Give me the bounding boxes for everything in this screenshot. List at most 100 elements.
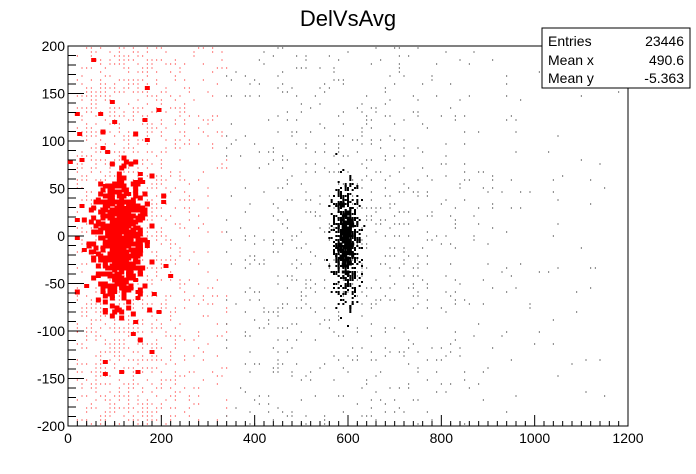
black-cell bbox=[351, 301, 354, 303]
black-dot bbox=[422, 123, 424, 125]
red-dot bbox=[114, 83, 116, 85]
red-dot bbox=[86, 127, 88, 129]
black-cell bbox=[333, 273, 335, 275]
black-dot bbox=[576, 291, 578, 293]
red-dot bbox=[81, 83, 83, 85]
red-dot bbox=[202, 359, 204, 361]
black-dot bbox=[417, 219, 419, 221]
black-dot bbox=[338, 59, 340, 61]
red-dot bbox=[142, 163, 144, 165]
red-dot bbox=[170, 71, 172, 73]
black-dot bbox=[384, 91, 386, 93]
red-cell bbox=[112, 259, 118, 265]
black-cell bbox=[348, 226, 352, 230]
red-cell bbox=[133, 265, 139, 271]
red-dot bbox=[81, 179, 83, 181]
black-cell bbox=[344, 220, 348, 224]
red-dot bbox=[146, 303, 148, 305]
black-dot bbox=[319, 195, 321, 197]
red-dot bbox=[174, 391, 176, 393]
black-dot bbox=[375, 171, 377, 173]
black-dot bbox=[445, 155, 447, 157]
black-dot bbox=[389, 387, 391, 389]
red-cell bbox=[98, 227, 104, 233]
red-dot bbox=[76, 399, 78, 401]
black-dot bbox=[370, 143, 372, 145]
black-dot bbox=[464, 163, 466, 165]
black-dot bbox=[258, 403, 260, 405]
red-cell bbox=[135, 231, 141, 237]
red-dot bbox=[179, 391, 181, 393]
red-cell bbox=[133, 193, 139, 199]
red-dot bbox=[86, 395, 88, 397]
red-cell bbox=[102, 199, 108, 205]
black-dot bbox=[454, 303, 456, 305]
red-dot bbox=[174, 223, 176, 225]
red-dot bbox=[160, 231, 162, 233]
red-dot bbox=[81, 371, 83, 373]
red-dot bbox=[188, 415, 190, 417]
black-dot bbox=[282, 47, 284, 49]
red-dot bbox=[86, 131, 88, 133]
black-cell bbox=[347, 223, 349, 225]
red-dot bbox=[90, 371, 92, 373]
red-dot bbox=[188, 115, 190, 117]
red-dot bbox=[174, 207, 176, 209]
red-cell bbox=[156, 108, 162, 112]
red-dot bbox=[146, 235, 148, 237]
black-dot bbox=[333, 355, 335, 357]
black-dot bbox=[305, 211, 307, 213]
red-dot bbox=[95, 151, 97, 153]
black-dot bbox=[254, 243, 256, 245]
black-cell bbox=[356, 231, 359, 233]
red-dot bbox=[95, 163, 97, 165]
black-dot bbox=[361, 347, 363, 349]
red-dot bbox=[104, 411, 106, 413]
red-dot bbox=[104, 83, 106, 85]
red-dot bbox=[100, 159, 102, 161]
red-dot bbox=[114, 411, 116, 413]
black-cell bbox=[337, 203, 340, 205]
black-dot bbox=[403, 119, 405, 121]
black-dot bbox=[258, 263, 260, 265]
red-dot bbox=[128, 55, 130, 57]
black-cell bbox=[337, 229, 340, 231]
red-dot bbox=[184, 375, 186, 377]
black-dot bbox=[394, 411, 396, 413]
red-dot bbox=[174, 187, 176, 189]
red-dot bbox=[104, 315, 106, 317]
red-dot bbox=[81, 227, 83, 229]
black-cell bbox=[361, 273, 363, 275]
black-cell bbox=[347, 285, 349, 287]
black-dot bbox=[305, 415, 307, 417]
red-dot bbox=[81, 163, 83, 165]
red-cell bbox=[119, 309, 125, 315]
red-dot bbox=[151, 343, 153, 345]
black-dot bbox=[487, 263, 489, 265]
black-dot bbox=[319, 123, 321, 125]
black-cell bbox=[337, 189, 340, 191]
black-dot bbox=[408, 255, 410, 257]
black-dot bbox=[226, 219, 228, 221]
black-cell bbox=[337, 223, 340, 225]
black-dot bbox=[394, 83, 396, 85]
black-dot bbox=[226, 231, 228, 233]
black-dot bbox=[412, 95, 414, 97]
red-dot bbox=[81, 99, 83, 101]
red-cell bbox=[112, 250, 118, 254]
red-dot bbox=[174, 107, 176, 109]
red-cell bbox=[109, 202, 115, 206]
black-dot bbox=[286, 91, 288, 93]
black-cell bbox=[333, 195, 335, 197]
red-dot bbox=[184, 179, 186, 181]
red-dot bbox=[114, 55, 116, 57]
black-dot bbox=[492, 227, 494, 229]
red-cell bbox=[98, 112, 104, 116]
black-dot bbox=[394, 299, 396, 301]
red-dot bbox=[90, 155, 92, 157]
black-cell bbox=[347, 219, 349, 221]
black-cell bbox=[337, 217, 340, 219]
black-cell bbox=[337, 269, 340, 271]
black-cell bbox=[349, 259, 352, 261]
black-cell bbox=[354, 213, 356, 215]
